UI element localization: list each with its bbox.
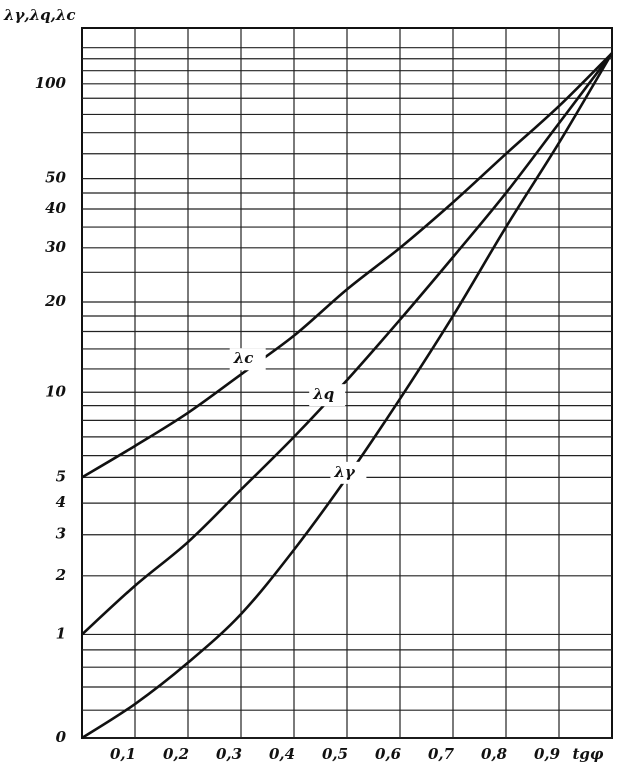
curve-label: λγ xyxy=(333,463,356,481)
y-axis-label: λγ,λq,λc xyxy=(3,6,76,24)
x-axis-label: tgφ xyxy=(573,745,604,763)
x-tick-label: 0,8 xyxy=(481,745,508,763)
x-tick-label: 0,5 xyxy=(322,745,348,763)
y-tick-label: 3 xyxy=(56,525,66,543)
y-tick-label: 4 xyxy=(56,493,66,511)
y-tick-label: 20 xyxy=(44,292,66,310)
y-tick-label: 0 xyxy=(56,728,67,746)
x-tick-label: 0,7 xyxy=(428,745,455,763)
curve xyxy=(81,52,613,479)
y-tick-label: 2 xyxy=(55,566,66,584)
x-tick-label: 0,9 xyxy=(534,745,561,763)
curve xyxy=(81,52,614,636)
x-tick-label: 0,4 xyxy=(269,745,295,763)
x-tick-label: 0,1 xyxy=(110,745,136,763)
curve-label: λq xyxy=(312,385,334,403)
y-tick-label: 50 xyxy=(45,169,66,187)
x-tick-label: 0,6 xyxy=(375,745,402,763)
y-tick-label: 5 xyxy=(56,467,66,485)
curve-label-bg xyxy=(229,348,266,371)
y-tick-label: 10 xyxy=(45,382,66,400)
y-tick-label: 40 xyxy=(45,199,66,217)
y-tick-label: 100 xyxy=(35,74,67,92)
y-tick-label: 1 xyxy=(56,624,66,642)
curve-label: λc xyxy=(233,349,254,367)
y-tick-label: 30 xyxy=(45,238,66,256)
x-tick-label: 0,2 xyxy=(163,745,189,763)
curve-label-bg xyxy=(330,461,367,484)
curve-label-bg xyxy=(309,384,346,407)
x-tick-label: 0,3 xyxy=(216,745,242,763)
